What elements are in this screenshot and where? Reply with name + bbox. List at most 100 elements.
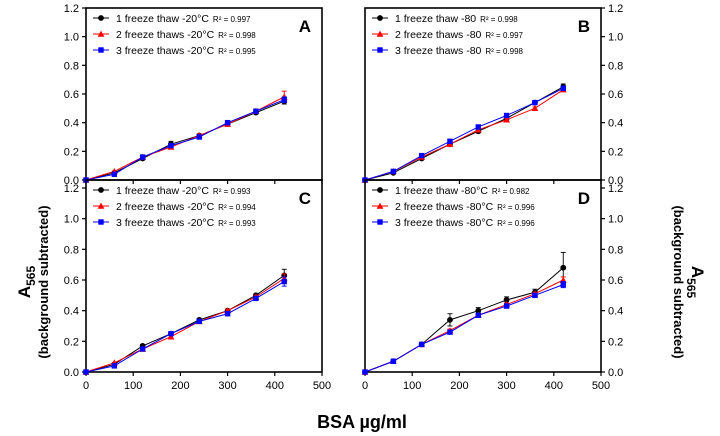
legend-swatch-marker: [98, 187, 104, 193]
svg-text:A565: A565: [15, 266, 38, 299]
legend-r2-value: R² = 0.995: [218, 47, 256, 56]
data-point: [447, 329, 453, 335]
y-tick-label: 1.0: [64, 32, 79, 44]
panels-group: 0.0 0.2 0.4 0.6 0.8 1.0 1.2 1 freeze thaw -20°C…: [64, 3, 624, 392]
y-tick-label: 0.8: [608, 60, 623, 72]
series-line: [364, 267, 564, 373]
y-axis-title-right-note: (background subtracted): [671, 205, 686, 358]
legend-r2-value: R² = 0.996: [497, 203, 535, 212]
y-tick-label: 0.0: [608, 367, 623, 379]
legend-label: 2 freeze thaws -80°C: [395, 201, 494, 213]
data-point: [532, 292, 538, 299]
data-point: [253, 108, 259, 114]
x-tick-label: 0: [362, 380, 368, 392]
x-tick-label: 200: [450, 380, 468, 392]
y-tick-label: 0.6: [64, 89, 79, 101]
legend-r2-value: R² = 0.994: [218, 203, 256, 212]
data-point: [281, 278, 287, 285]
y-axis-title-right-sub: 565: [684, 278, 698, 298]
data-point: [196, 318, 202, 325]
y-tick-label: 1.2: [64, 183, 79, 195]
data-point: [139, 154, 146, 160]
data-point: [168, 142, 174, 149]
legend-label: 3 freeze thaws -80: [395, 45, 482, 57]
data-point: [475, 312, 481, 318]
legend-swatch-marker: [377, 47, 383, 53]
legend-label: 3 freeze thaws -80°C: [395, 217, 494, 229]
legend-swatch-marker: [377, 187, 383, 193]
data-point: [418, 152, 425, 159]
legend-swatch-marker: [377, 15, 383, 21]
data-point: [475, 307, 482, 314]
series-3: [83, 96, 287, 183]
y-tick-label: 0.0: [608, 175, 623, 187]
y-tick-label: 0.0: [64, 175, 79, 187]
series-line: [85, 274, 285, 373]
chart-panel-a: 0.0 0.2 0.4 0.6 0.8 1.0 1.2 1 freeze thaw -20°C…: [64, 3, 323, 187]
y-tick-label: 0.2: [64, 146, 79, 158]
series-2: [82, 273, 288, 375]
legend-r2-value: R² = 0.982: [492, 187, 530, 196]
series-3: [83, 276, 287, 375]
legend-swatch-marker: [377, 219, 383, 225]
series-line: [85, 278, 285, 373]
x-tick-label: 300: [497, 380, 515, 392]
y-tick-label: 0.2: [608, 146, 623, 158]
legend-swatch-marker: [97, 30, 105, 37]
y-tick-label: 1.0: [64, 214, 79, 226]
chart-panel-c: 0.0 0.2 0.4 0.6 0.8 1.0 1.2 0 100 200 300 400 500 1 f…: [64, 179, 331, 392]
legend-label: 1 freeze thaw -80°C: [395, 185, 488, 197]
legend-r2-value: R² = 0.998: [218, 31, 256, 40]
legend-swatch-marker: [98, 15, 104, 21]
data-point: [503, 297, 510, 303]
legend-label: 2 freeze thaws -20°C: [116, 29, 215, 41]
y-axis-title-left-sub: 565: [24, 266, 38, 286]
y-tick-label: 1.0: [608, 214, 623, 226]
y-tick-label: 0.2: [64, 336, 79, 348]
y-tick-label: 0.6: [64, 275, 79, 287]
data-point: [503, 112, 510, 119]
legend-r2-value: R² = 0.998: [485, 47, 523, 56]
legend-swatch-marker: [376, 30, 384, 37]
legend-r2-value: R² = 0.997: [213, 15, 251, 24]
x-axis-title: BSA µg/ml: [317, 412, 407, 432]
data-point: [503, 116, 510, 123]
x-tick-label: 300: [218, 380, 236, 392]
series-3: [362, 85, 566, 183]
series-2: [82, 90, 288, 183]
y-tick-label: 0.4: [608, 306, 623, 318]
x-tick-label: 100: [124, 380, 142, 392]
series-line: [85, 281, 285, 373]
y-tick-label: 0.0: [64, 367, 79, 379]
legend: 1 freeze thaw -20°C R² = 0.997 2 freeze th…: [93, 13, 256, 57]
x-tick-label: 400: [545, 380, 563, 392]
legend-label: 2 freeze thaws -20°C: [116, 201, 215, 213]
data-point: [167, 333, 175, 340]
data-point: [139, 346, 146, 352]
legend-label: 1 freeze thaw -20°C: [116, 185, 209, 197]
data-point: [560, 264, 567, 271]
legend-label: 1 freeze thaw -80: [395, 13, 476, 25]
data-point: [531, 104, 539, 112]
data-point: [362, 369, 368, 375]
y-tick-label: 0.8: [64, 244, 79, 256]
y-tick-label: 0.4: [64, 118, 79, 130]
legend-label: 2 freeze thaws -80: [395, 29, 482, 41]
data-point: [447, 138, 453, 144]
panel-letter: C: [299, 189, 311, 208]
data-point: [475, 124, 481, 130]
y-axis-title-left: A565 (background subtracted): [15, 205, 51, 358]
legend-swatch-marker: [376, 202, 384, 209]
data-point: [281, 97, 287, 103]
x-tick-label: 500: [592, 380, 610, 392]
data-point: [168, 330, 174, 337]
legend-swatch-marker: [98, 219, 104, 225]
x-tick-label: 500: [313, 380, 331, 392]
series-line: [364, 87, 564, 181]
y-tick-label: 0.6: [608, 275, 623, 287]
data-point: [196, 134, 202, 140]
series-1: [362, 83, 567, 183]
y-tick-label: 1.2: [608, 183, 623, 195]
data-point: [111, 171, 118, 177]
